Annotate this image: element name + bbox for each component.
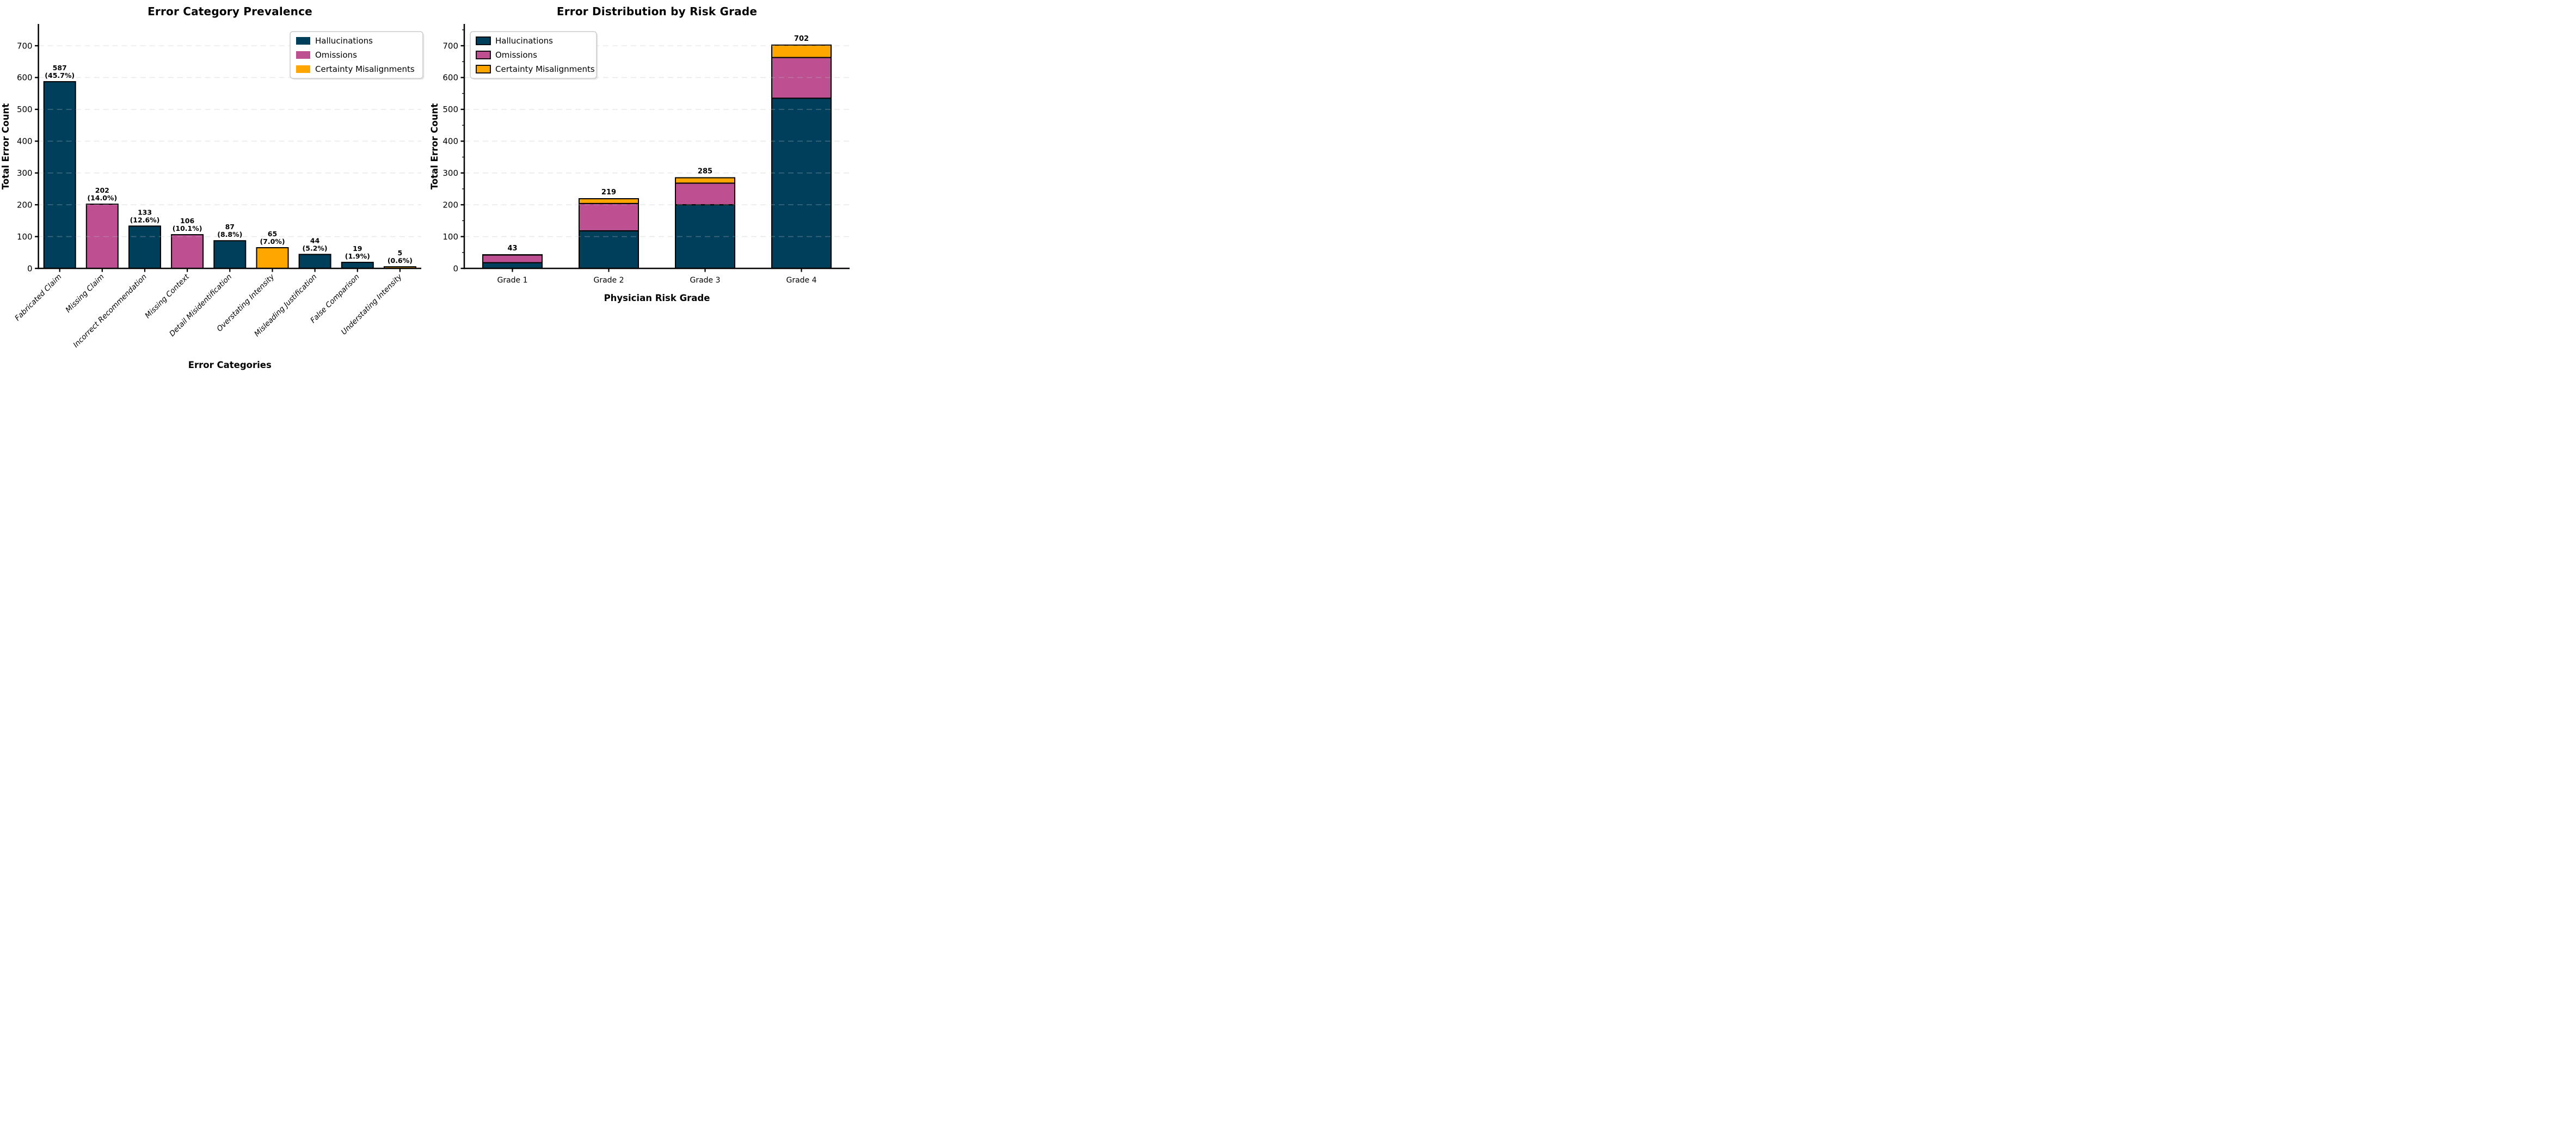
total-label-grade-1: 43 xyxy=(507,244,517,253)
y-tick-label-600: 600 xyxy=(17,73,33,83)
legend: Hallucinations Omissions Certainty Misalig… xyxy=(470,31,598,80)
segment-certainty-misalignments-grade-3 xyxy=(675,177,735,184)
percent-label-false-comparison: (1.9%) xyxy=(345,252,370,260)
x-tick-label-fabricated-claim: Fabricated Claim xyxy=(13,273,63,323)
percent-label-overstating-intensity: (7.0%) xyxy=(260,237,285,246)
percent-label-incorrect-recommendation: (12.6%) xyxy=(130,216,160,224)
y-tick-label-0: 0 xyxy=(27,263,33,273)
percent-label-understating-intensity: (0.6%) xyxy=(388,256,413,265)
x-tick-label-grade-3: Grade 3 xyxy=(690,276,720,285)
y-tick-label-300: 300 xyxy=(17,168,33,178)
x-axis-label: Error Categories xyxy=(188,360,272,370)
bar-labels-group: 587(45.7%)202(14.0%)133(12.6%) 106(10.1%)… xyxy=(45,64,413,265)
legend-swatch-hallucinations xyxy=(476,36,491,45)
value-label-overstating-intensity: 65 xyxy=(268,230,277,238)
legend-label-omissions: Omissions xyxy=(315,50,357,60)
y-tick-label-500: 500 xyxy=(442,105,458,114)
value-label-incorrect-recommendation: 133 xyxy=(138,208,152,216)
segment-certainty-misalignments-grade-2 xyxy=(579,198,639,204)
value-label-false-comparison: 19 xyxy=(353,244,362,253)
x-tick-label-missing-context: Missing Context xyxy=(143,272,191,320)
y-axis-label: Total Error Count xyxy=(1,103,11,190)
figure: Error Category Prevalence 587 (45.7%) 202(… xyxy=(0,0,859,378)
bar-labels-group: 43 219 285 702 xyxy=(507,35,809,253)
segment-omissions-grade-3 xyxy=(675,182,735,206)
x-axis-label: Physician Risk Grade xyxy=(604,293,710,303)
x-tick-label-grade-4: Grade 4 xyxy=(786,276,816,285)
legend-box xyxy=(290,31,423,79)
bar-missing-claim xyxy=(85,204,119,269)
segment-hallucinations-grade-1 xyxy=(482,262,543,269)
segment-certainty-misalignments-grade-4 xyxy=(771,44,832,58)
y-tick-label-300: 300 xyxy=(442,168,458,178)
y-tick-label-400: 400 xyxy=(17,137,33,146)
value-label-misleading-justification: 44 xyxy=(310,236,320,244)
y-tick-label-400: 400 xyxy=(442,137,458,146)
bar-missing-context xyxy=(171,234,204,269)
axes-group: 0 100 200 300 400 500 600 700 Grade 1 Grade 2 Grad… xyxy=(429,24,850,303)
x-tick-label-incorrect-recommendation: Incorrect Recommendation xyxy=(71,273,148,350)
value-label-missing-claim: 202 xyxy=(95,186,109,194)
legend-swatch-omissions xyxy=(296,51,310,59)
legend-swatch-certainty-misalignments xyxy=(296,65,310,73)
legend-label-hallucinations: Hallucinations xyxy=(315,36,373,46)
y-tick-label-0: 0 xyxy=(453,263,458,273)
percent-label-missing-context: (10.1%) xyxy=(173,224,202,232)
bar-incorrect-recommendation xyxy=(128,225,161,269)
x-tick-label-missing-claim: Missing Claim xyxy=(64,273,106,315)
bar-misleading-justification xyxy=(298,254,331,269)
legend-label-certainty-misalignments: Certainty Misalignments xyxy=(495,64,595,74)
bar-fabricated-claim xyxy=(43,81,76,269)
bar-false-comparison xyxy=(341,261,374,269)
value-label-detail-misidentification: 87 xyxy=(225,223,235,231)
y-tick-label-100: 100 xyxy=(442,232,458,242)
y-tick-label-200: 200 xyxy=(442,200,458,210)
y-axis-label: Total Error Count xyxy=(429,103,440,190)
percent-label-detail-misidentification: (8.8%) xyxy=(217,230,242,238)
legend-label-hallucinations: Hallucinations xyxy=(495,36,553,46)
percent-label-missing-claim: (14.0%) xyxy=(87,194,117,202)
total-label-grade-4: 702 xyxy=(794,35,809,43)
y-tick-label-600: 600 xyxy=(442,73,458,83)
bar-overstating-intensity xyxy=(256,247,289,269)
y-tick-label-700: 700 xyxy=(17,41,33,51)
y-tick-label-100: 100 xyxy=(17,232,33,242)
panel-error-distribution-by-risk-grade: Error Distribution by Risk Grade 43 219 28… xyxy=(429,0,859,378)
total-label-grade-2: 219 xyxy=(601,188,616,197)
legend: Hallucinations Omissions Certainty Misalig… xyxy=(290,31,425,80)
segment-hallucinations-grade-4 xyxy=(771,97,832,269)
x-tick-label-grade-2: Grade 2 xyxy=(593,276,624,285)
value-label-understating-intensity: 5 xyxy=(398,249,403,257)
legend-swatch-hallucinations xyxy=(296,37,310,45)
bars-group xyxy=(482,44,832,269)
percent-label-fabricated-claim: (45.7%) xyxy=(45,71,75,79)
y-tick-label-500: 500 xyxy=(17,105,33,114)
legend-box xyxy=(470,31,597,79)
panel-error-category-prevalence: Error Category Prevalence 587 (45.7%) 202(… xyxy=(0,0,429,378)
x-tick-label-grade-1: Grade 1 xyxy=(497,276,527,285)
legend-swatch-certainty-misalignments xyxy=(476,65,491,73)
legend-label-certainty-misalignments: Certainty Misalignments xyxy=(315,64,415,74)
right-stacked-bar-chart: 43 219 285 702 0 100 200 300 400 500 600 700 Grade 1… xyxy=(429,24,850,303)
y-tick-label-200: 200 xyxy=(17,200,33,210)
bars-group xyxy=(43,81,416,269)
segment-omissions-grade-2 xyxy=(579,203,639,231)
legend-swatch-omissions xyxy=(476,51,491,59)
percent-label-misleading-justification: (5.2%) xyxy=(303,244,328,252)
left-bar-chart: 587(45.7%)202(14.0%)133(12.6%) 106(10.1%)… xyxy=(1,24,425,370)
total-label-grade-3: 285 xyxy=(698,168,712,176)
value-label-fabricated-claim: 587 xyxy=(53,64,67,72)
segment-omissions-grade-1 xyxy=(482,254,543,263)
y-tick-label-700: 700 xyxy=(442,41,458,51)
value-label-missing-context: 106 xyxy=(180,217,194,225)
bar-detail-misidentification xyxy=(213,240,247,269)
legend-label-omissions: Omissions xyxy=(495,50,537,60)
